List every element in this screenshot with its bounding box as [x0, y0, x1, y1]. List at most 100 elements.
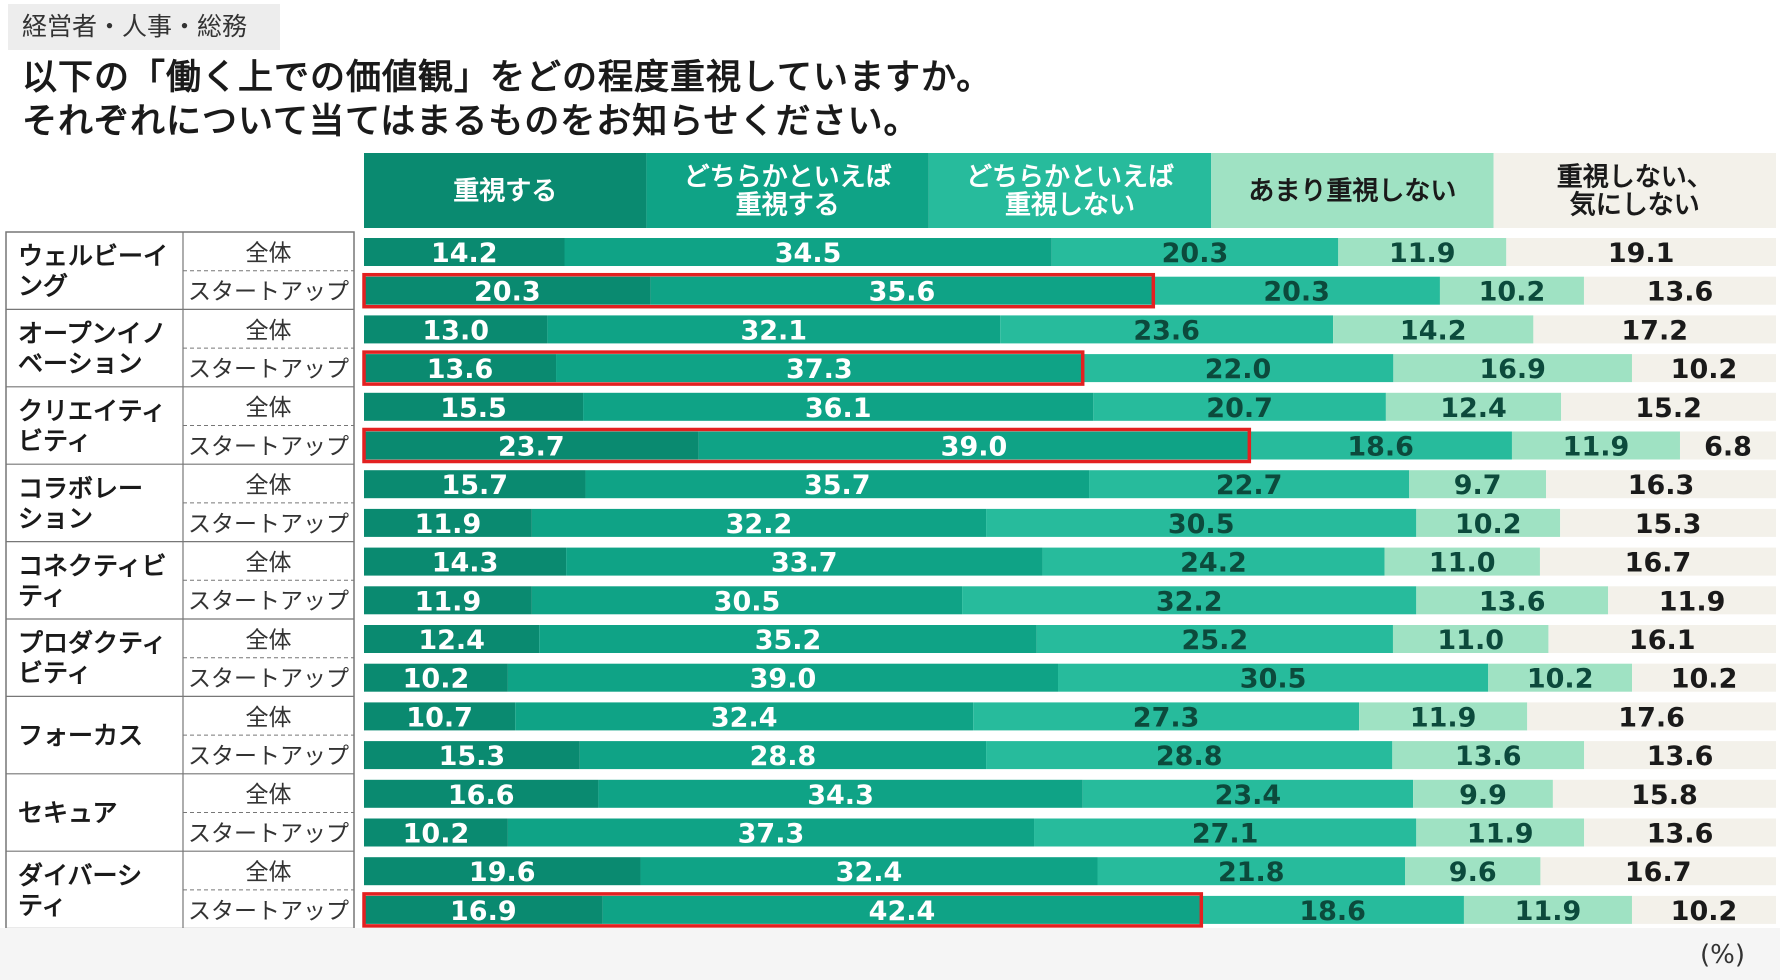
bar-segment	[1416, 508, 1561, 537]
bar-segment	[1679, 431, 1776, 460]
bar-segment	[1384, 547, 1540, 576]
data-label: 15.7	[441, 470, 508, 501]
data-label: 9.6	[1449, 857, 1497, 888]
data-label: 11.9	[415, 586, 482, 617]
bar-segment	[1533, 315, 1776, 344]
data-label: 9.7	[1454, 470, 1502, 501]
row-sub-label: 全体	[246, 627, 292, 653]
bar-segment	[1089, 470, 1410, 499]
bar-segment	[1552, 779, 1776, 808]
bar-segment	[1546, 470, 1776, 499]
bar-segment	[1584, 741, 1776, 770]
data-label: 42.4	[869, 896, 936, 927]
data-label: 35.2	[755, 625, 822, 656]
bar-segment	[364, 702, 516, 731]
data-label: 23.7	[498, 432, 565, 463]
bar-segment	[1333, 315, 1534, 344]
data-label: 30.5	[1240, 664, 1307, 695]
data-label: 21.8	[1218, 857, 1285, 888]
category-label: ダイバーシティ	[18, 861, 142, 920]
data-label: 28.8	[1156, 741, 1223, 772]
title-line-2: それぞれについて当てはまるものをお知らせください。	[22, 102, 920, 142]
data-label: 10.7	[406, 702, 473, 733]
bar-segment	[556, 354, 1083, 383]
bar-segment	[507, 818, 1035, 847]
bar-segment	[1539, 547, 1776, 576]
bar-segment	[1561, 392, 1776, 421]
bar-segment	[364, 238, 565, 266]
category-label: オープンイノベーション	[18, 319, 167, 378]
bar-segment	[986, 741, 1393, 770]
bar-segment	[566, 547, 1043, 576]
unit-label: (%)	[1700, 940, 1745, 970]
data-label: 16.7	[1625, 548, 1692, 579]
data-label: 16.6	[448, 780, 515, 811]
row-sub-label: 全体	[246, 240, 292, 266]
data-label: 17.6	[1618, 702, 1685, 733]
data-label: 11.9	[1659, 586, 1726, 617]
data-label: 39.0	[750, 664, 817, 695]
bar-segment	[1359, 702, 1528, 731]
data-label: 13.0	[422, 315, 489, 346]
highlight-box	[362, 272, 1156, 309]
row-sub-label: 全体	[246, 860, 292, 886]
row-sub-label: 全体	[246, 473, 292, 499]
data-label: 15.5	[440, 393, 507, 424]
bar-segment	[364, 392, 584, 421]
bar-segment	[1392, 741, 1585, 770]
bar-segment	[1463, 895, 1632, 924]
legend-swatch	[1211, 153, 1494, 228]
bar-segment	[364, 431, 699, 460]
bar-segment	[1506, 238, 1776, 266]
data-label: 11.9	[1467, 819, 1534, 850]
bar-segment	[579, 741, 987, 770]
bar-segment	[1540, 857, 1776, 886]
bar-segment	[962, 586, 1417, 615]
data-label: 33.7	[771, 548, 838, 579]
data-label: 13.6	[427, 354, 494, 385]
data-label: 10.2	[1671, 664, 1738, 695]
data-label: 32.4	[711, 702, 778, 733]
bar-segment	[1153, 276, 1440, 305]
bar-segment	[1201, 895, 1464, 924]
data-label: 9.9	[1459, 780, 1507, 811]
bar-segment	[1608, 586, 1776, 615]
data-label: 18.6	[1347, 432, 1414, 463]
bar-segment	[1632, 663, 1776, 692]
data-label: 6.8	[1704, 432, 1752, 463]
data-label: 13.6	[1647, 819, 1714, 850]
data-label: 32.1	[740, 315, 807, 346]
bar-segment	[547, 315, 1001, 344]
bar-segment	[585, 470, 1090, 499]
data-label: 19.6	[469, 857, 536, 888]
legend-label: どちらかといえば重視する	[684, 163, 892, 221]
bar-segment	[1527, 702, 1776, 731]
row-sub-label: 全体	[246, 550, 292, 576]
data-label: 28.8	[750, 741, 817, 772]
data-label: 10.2	[1479, 277, 1546, 308]
bar-segment	[1393, 354, 1632, 383]
row-sub-label: スタートアップ	[188, 356, 349, 382]
footer-band	[0, 928, 1780, 980]
bar-segment	[1584, 818, 1776, 847]
bar-segment	[1416, 818, 1585, 847]
bar-segment	[564, 238, 1052, 266]
bar-segment	[1392, 625, 1549, 653]
bar-segment	[1488, 663, 1633, 692]
bar-segment	[1511, 431, 1680, 460]
category-tag: 経営者・人事・総務	[8, 4, 280, 50]
row-sub-label: 全体	[246, 395, 292, 421]
category-label: コラボレーション	[18, 474, 143, 533]
data-label: 14.3	[432, 548, 499, 579]
bar-segment	[507, 663, 1059, 692]
bar-segment	[973, 702, 1360, 731]
data-label: 20.3	[474, 277, 541, 308]
data-label: 17.2	[1621, 315, 1688, 346]
data-label: 19.1	[1608, 238, 1675, 269]
data-label: 10.2	[1455, 509, 1522, 540]
highlight-box	[362, 350, 1085, 386]
chart-title: 以下の「働く上での価値観」をどの程度重視していますか。 それぞれについて当てはま…	[22, 56, 992, 144]
data-label: 16.9	[450, 896, 517, 927]
bar-segment	[1058, 663, 1489, 692]
data-label: 11.9	[1563, 432, 1630, 463]
